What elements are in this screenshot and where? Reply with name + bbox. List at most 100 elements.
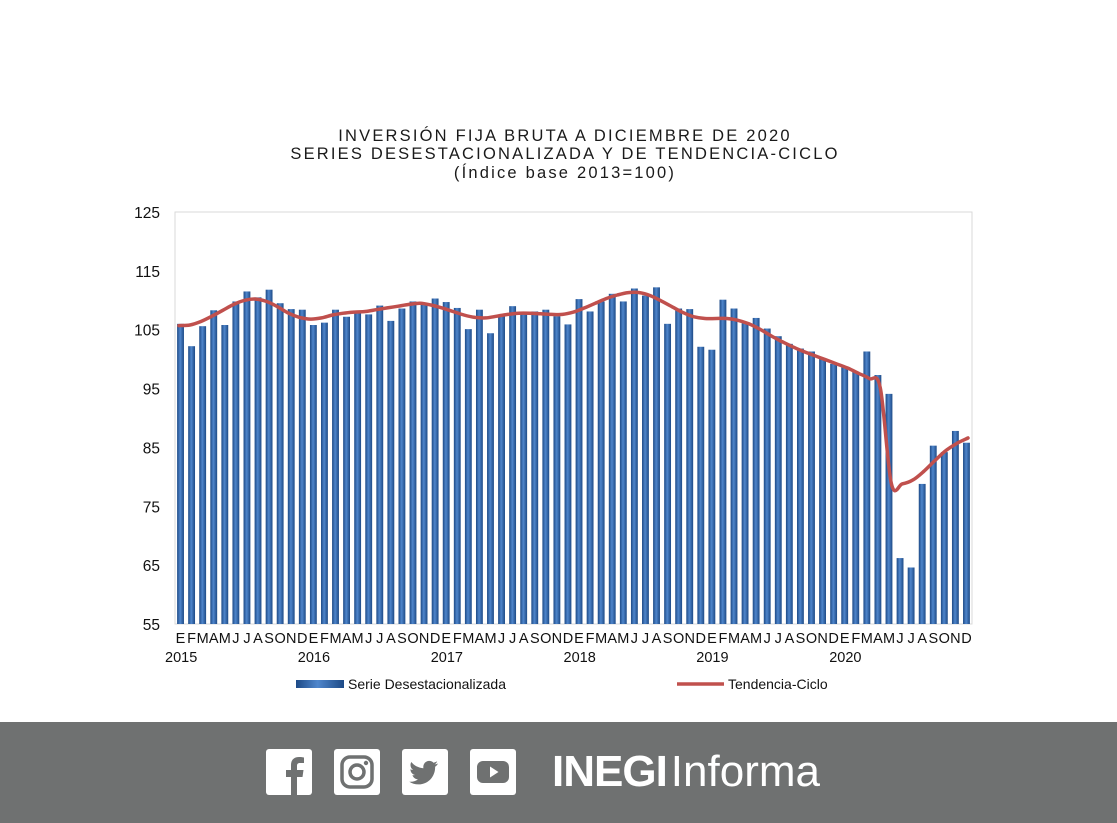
x-month-label: F [718,631,727,647]
bar [896,558,904,624]
bar [675,308,683,624]
x-month-label: O [407,631,418,647]
x-month-label: J [498,631,505,647]
x-year-label: 2015 [165,650,197,666]
bar [442,302,450,624]
x-month-label: F [320,631,329,647]
chart-title-line-1: INVERSIÓN FIJA BRUTA A DICIEMBRE DE 2020 [338,126,792,145]
bar [597,301,605,624]
bar [509,306,517,624]
bar [608,293,616,624]
x-month-label: F [187,631,196,647]
chart-title-line-2: SERIES DESESTACIONALIZADA Y DE TENDENCIA… [290,145,839,163]
bar [332,309,339,624]
x-month-label: J [509,631,516,647]
bar [719,299,727,624]
y-tick-label: 75 [143,499,160,516]
x-month-label: N [552,631,562,647]
bar [431,298,439,624]
bar [841,367,849,624]
x-month-label: D [696,631,706,647]
x-month-label: N [684,631,694,647]
x-month-label: J [907,631,914,647]
bar [619,301,627,624]
chart: INVERSIÓN FIJA BRUTA A DICIEMBRE DE 2020… [134,126,973,692]
x-month-label: A [475,631,485,647]
y-tick-label: 125 [134,205,160,222]
bar [365,314,373,624]
bar [763,328,771,624]
x-month-label: O [275,631,286,647]
bar [808,351,815,624]
x-month-label: M [462,631,474,647]
legend-bar-label: Serie Desestacionalizada [348,676,506,692]
bar [575,299,583,624]
bar [564,324,572,624]
x-month-label: D [297,631,307,647]
bar [475,309,483,624]
twitter-icon[interactable] [402,749,448,795]
x-month-label: M [329,631,341,647]
y-tick-label: 95 [143,382,160,399]
y-tick-label: 65 [143,558,160,575]
bar [630,288,638,624]
x-month-label: J [243,631,250,647]
bar [287,309,295,624]
x-month-label: D [430,631,440,647]
x-month-label: J [376,631,383,647]
inegi-informa-logo[interactable]: INEGIInforma [552,744,820,800]
x-month-label: M [197,631,209,647]
y-tick-label: 55 [143,617,160,634]
bar [697,346,705,624]
x-month-label: J [365,631,372,647]
bar [542,309,550,624]
x-month-label: S [928,631,938,647]
x-month-label: N [286,631,296,647]
brand-informa: Informa [670,747,820,796]
facebook-icon[interactable] [266,749,312,795]
bar [343,316,350,624]
x-month-label: N [817,631,827,647]
bar [664,323,672,624]
x-month-label: E [176,631,186,647]
x-month-label: M [595,631,607,647]
x-month-label: E [441,631,451,647]
x-month-label: M [219,631,231,647]
x-month-label: J [631,631,638,647]
x-month-label: A [785,631,795,647]
bar [265,289,273,624]
bar [874,375,882,624]
x-month-label: A [607,631,617,647]
legend: Serie Desestacionalizada Tendencia-Ciclo [296,676,828,692]
x-month-label: J [775,631,782,647]
x-month-label: M [352,631,364,647]
bar [398,308,406,624]
x-month-label: A [519,631,529,647]
x-month-label: A [740,631,750,647]
bar [819,358,826,624]
x-month-label: M [750,631,762,647]
x-month-label: A [253,631,263,647]
x-month-label: S [397,631,407,647]
bar [520,313,528,624]
footer-bar: INEGIInforma [0,722,1117,823]
bar [686,309,694,624]
x-month-label: J [896,631,903,647]
brand-inegi: INEGI [552,747,668,796]
bar [177,323,184,624]
bar [254,297,262,624]
bar [376,305,384,624]
x-month-label: E [707,631,717,647]
bar [785,343,793,624]
y-tick-label: 105 [134,323,160,340]
bar [940,452,948,624]
instagram-icon[interactable] [334,749,380,795]
bar [774,336,782,624]
x-year-label: 2019 [696,650,728,666]
bar [354,310,362,624]
legend-bar-swatch [296,680,344,688]
x-month-label: A [652,631,662,647]
x-month-label: S [663,631,673,647]
youtube-icon[interactable] [470,749,516,795]
bar [309,325,317,624]
